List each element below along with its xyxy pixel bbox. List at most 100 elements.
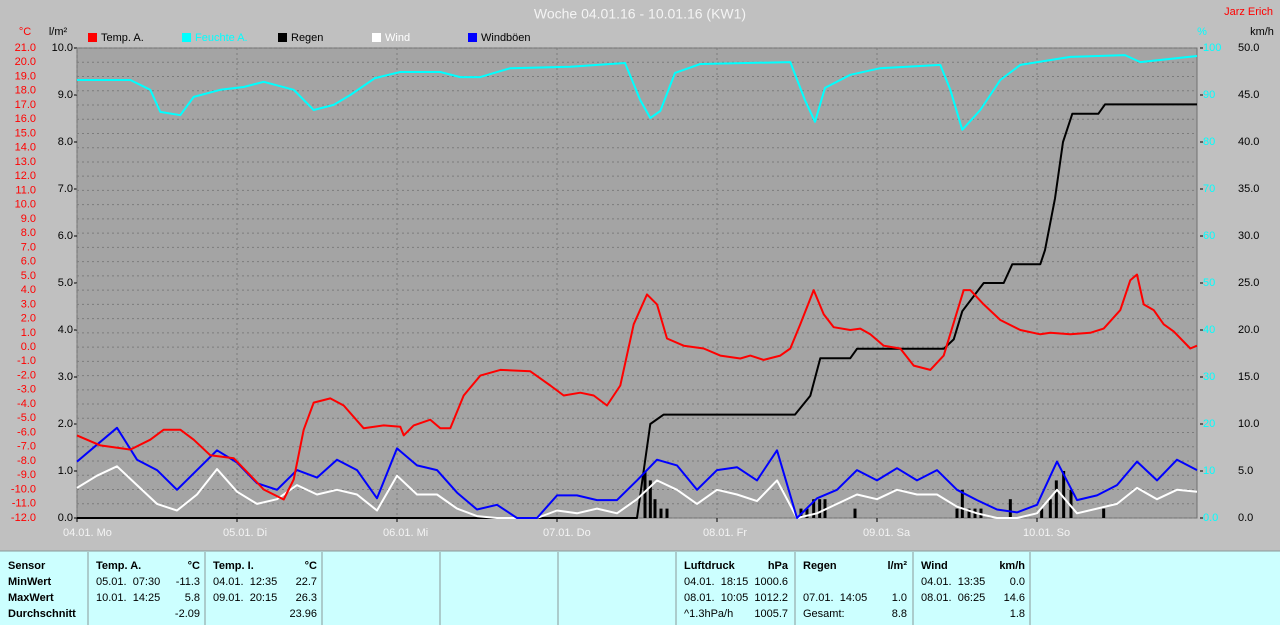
y-tick-label: 6.0 (21, 256, 36, 268)
y-tick-label: 10.0 (15, 199, 36, 211)
y-tick-label: -7.0 (17, 441, 36, 453)
stat-value: 26.3 (296, 592, 317, 604)
y-tick-label: 70 (1203, 183, 1215, 195)
y-tick-label: 50.0 (1238, 42, 1259, 54)
chart-title: Woche 04.01.16 - 10.01.16 (KW1) (534, 6, 746, 22)
credit: Jarz Erich (1224, 6, 1273, 18)
y-tick-label: 12.0 (15, 170, 36, 182)
y-tick-label: 80 (1203, 136, 1215, 148)
rain-bar (1069, 489, 1073, 518)
y-tick-label: 20.0 (1238, 324, 1259, 336)
y-tick-label: 3.0 (21, 298, 36, 310)
rain-bar (648, 480, 652, 518)
y-tick-label: 15.0 (15, 127, 36, 139)
y-tick-label: 5.0 (1238, 465, 1253, 477)
column-unit: °C (188, 560, 200, 572)
y-tick-label: 20.0 (15, 56, 36, 68)
stat-value: -2.09 (175, 608, 200, 620)
y-tick-label: 18.0 (15, 85, 36, 97)
rain-bar (1062, 471, 1066, 518)
column-unit: l/m² (887, 560, 907, 572)
y-tick-label: -5.0 (17, 412, 36, 424)
y-tick-label: 10.0 (1238, 418, 1259, 430)
column-header: Luftdruck (684, 560, 736, 572)
stat-value: 1.8 (1010, 608, 1025, 620)
column-unit: °C (305, 560, 317, 572)
y-tick-label: 15.0 (1238, 371, 1259, 383)
y-tick-label: 60 (1203, 230, 1215, 242)
rain-bar (1048, 499, 1052, 518)
stat-value: 0.0 (1010, 576, 1025, 588)
y-tick-label: -1.0 (17, 355, 36, 367)
column-header: Temp. I. (213, 560, 254, 572)
y-tick-label: 11.0 (15, 184, 36, 196)
row-label: Sensor (8, 560, 46, 572)
stat-time: ^1.3hPa/h (684, 608, 733, 620)
stat-time: 10.01. 14:25 (96, 592, 160, 604)
y-tick-label: 1.0 (58, 465, 73, 477)
axis-unit: l/m² (49, 26, 68, 38)
x-tick-label: 10.01. So (1023, 527, 1070, 539)
rain-bar (659, 508, 663, 518)
row-label: Durchschnitt (8, 608, 76, 620)
x-tick-label: 05.01. Di (223, 527, 267, 539)
stat-value: 8.8 (892, 608, 907, 620)
rain-bar (955, 508, 959, 518)
y-tick-label: 1.0 (21, 327, 36, 339)
series-line (76, 465, 1198, 519)
y-tick-label: 21.0 (15, 42, 36, 54)
column-unit: hPa (768, 560, 789, 572)
y-tick-label: 35.0 (1238, 183, 1259, 195)
legend-label: Feuchte A. (195, 32, 248, 44)
y-tick-label: 25.0 (1238, 277, 1259, 289)
stat-value: 1000.6 (754, 576, 788, 588)
rain-bar (665, 508, 669, 518)
stat-time: 04.01. 18:15 (684, 576, 748, 588)
y-tick-label: 20 (1203, 418, 1215, 430)
stat-value: 1.0 (892, 592, 907, 604)
stat-value: 22.7 (296, 576, 317, 588)
rain-bar (1040, 508, 1044, 518)
y-tick-label: -12.0 (11, 512, 36, 524)
y-tick-label: -9.0 (17, 469, 36, 481)
stat-value: 23.96 (289, 608, 317, 620)
x-tick-label: 08.01. Fr (703, 527, 747, 539)
y-tick-label: 30 (1203, 371, 1215, 383)
y-tick-label: 14.0 (15, 142, 36, 154)
legend-swatch (278, 33, 287, 42)
rain-bar (643, 471, 647, 518)
y-tick-label: 19.0 (15, 70, 36, 82)
y-tick-label: 8.0 (21, 227, 36, 239)
y-tick-label: 5.0 (21, 270, 36, 282)
y-tick-label: 2.0 (58, 418, 73, 430)
y-tick-label: 30.0 (1238, 230, 1259, 242)
stat-value: 1012.2 (754, 592, 788, 604)
x-tick-label: 07.01. Do (543, 527, 591, 539)
y-tick-label: 4.0 (58, 324, 73, 336)
y-tick-label: -8.0 (17, 455, 36, 467)
plot-area (76, 47, 1198, 519)
legend-label: Windböen (481, 32, 531, 44)
stat-time: 05.01. 07:30 (96, 576, 160, 588)
y-tick-label: 5.0 (58, 277, 73, 289)
rain-bar (967, 508, 971, 518)
x-tick-label: 06.01. Mi (383, 527, 428, 539)
legend-swatch (182, 33, 191, 42)
y-tick-label: 4.0 (21, 284, 36, 296)
stat-value: 5.8 (185, 592, 200, 604)
column-header: Regen (803, 560, 837, 572)
x-tick-label: 09.01. Sa (863, 527, 911, 539)
y-tick-label: -11.0 (12, 498, 36, 510)
legend-label: Wind (385, 32, 410, 44)
y-tick-label: 0.0 (21, 341, 36, 353)
y-tick-label: 10.0 (52, 42, 73, 54)
y-tick-label: 13.0 (15, 156, 36, 168)
y-tick-label: 10 (1203, 465, 1215, 477)
y-tick-label: 2.0 (21, 313, 36, 325)
y-tick-label: 8.0 (58, 136, 73, 148)
series-line (76, 273, 1198, 501)
y-tick-label: 17.0 (15, 99, 36, 111)
x-tick-label: 04.01. Mo (63, 527, 112, 539)
y-tick-label: -10.0 (11, 483, 36, 495)
